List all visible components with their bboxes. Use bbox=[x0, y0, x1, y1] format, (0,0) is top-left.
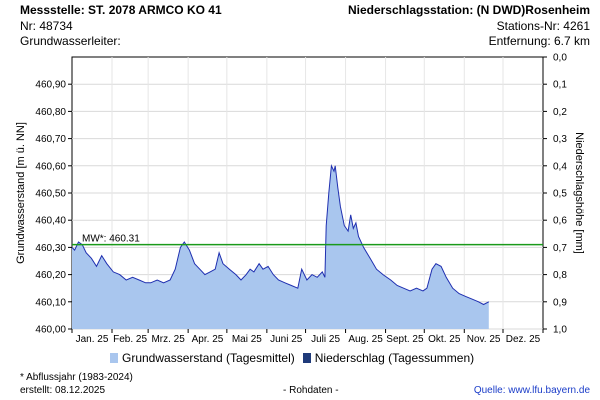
aquifer-label: Grundwasserleiter: bbox=[20, 34, 121, 48]
x-tick-label: Feb. 25 bbox=[113, 334, 147, 345]
x-tick-label: Aug. 25 bbox=[348, 334, 383, 345]
axis-layer: 460,00 460,10 460,20 460,30 460,40 460,50 460,… bbox=[35, 53, 567, 346]
y2-tick-label: 0,2 bbox=[553, 107, 567, 118]
y2-tick-label: 0,5 bbox=[553, 189, 567, 200]
y-tick-label: 460,10 bbox=[35, 297, 66, 308]
x-tick-label: Mrz. 25 bbox=[151, 334, 185, 345]
x-tick-label: Juni 25 bbox=[270, 334, 303, 345]
y-tick-label: 460,70 bbox=[35, 134, 66, 145]
precip-swatch-icon bbox=[302, 353, 311, 363]
y2-tick-label: 0,9 bbox=[553, 297, 567, 308]
x-tick-label: Okt. 25 bbox=[428, 334, 461, 345]
y2-tick-label: 1,0 bbox=[553, 325, 567, 336]
y2-tick-label: 0,7 bbox=[553, 243, 567, 254]
y-tick-label: 460,50 bbox=[35, 189, 66, 200]
precip-station-distance: Entfernung: 6.7 km bbox=[488, 34, 590, 48]
legend-precip-label: Niederschlag (Tagessummen) bbox=[314, 351, 475, 365]
x-tick-label: Jan. 25 bbox=[76, 334, 109, 345]
x-tick-label: Juli 25 bbox=[311, 334, 340, 345]
y2-tick-label: 0,0 bbox=[553, 53, 567, 64]
created-date: erstellt: 08.12.2025 bbox=[20, 385, 106, 396]
station-title: Messstelle: ST. 2078 ARMCO KO 41 bbox=[20, 3, 222, 17]
legend-groundwater-label: Grundwasserstand (Tagesmittel) bbox=[122, 351, 295, 365]
y-axis-title: Grundwasserstand [m ü. NN] bbox=[15, 122, 27, 264]
station-number: Nr: 48734 bbox=[20, 19, 73, 33]
source-text[interactable]: Quelle: www.lfu.bayern.de bbox=[473, 385, 590, 396]
y2-tick-label: 0,3 bbox=[553, 134, 567, 145]
abfluss-note: * Abflussjahr (1983-2024) bbox=[20, 372, 133, 383]
precip-station-title: Niederschlagsstation: (N DWD)Rosenheim bbox=[347, 3, 590, 17]
y-tick-label: 460,40 bbox=[35, 216, 66, 227]
x-tick-label: Nov. 25 bbox=[467, 334, 501, 345]
y2-tick-label: 0,1 bbox=[553, 80, 567, 91]
y-tick-label: 460,00 bbox=[35, 325, 66, 336]
groundwater-swatch-icon bbox=[110, 353, 118, 363]
x-tick-label: Dez. 25 bbox=[506, 334, 541, 345]
y-tick-label: 460,80 bbox=[35, 107, 66, 118]
x-tick-label: Apr. 25 bbox=[192, 334, 224, 345]
y2-tick-label: 0,4 bbox=[553, 161, 567, 172]
y2-tick-label: 0,6 bbox=[553, 216, 567, 227]
y2-axis-title: Niederschlagshöhe [mm] bbox=[573, 132, 585, 254]
y-tick-label: 460,90 bbox=[35, 80, 66, 91]
precip-station-number: Stations-Nr: 4261 bbox=[496, 19, 590, 33]
y2-tick-label: 0,8 bbox=[553, 270, 567, 281]
y-tick-label: 460,30 bbox=[35, 243, 66, 254]
mean-label: MW*: 460.31 bbox=[82, 234, 140, 245]
y-tick-label: 460,20 bbox=[35, 270, 66, 281]
legend-item-precip: Niederschlag (Tagessummen) bbox=[302, 351, 475, 365]
source-link[interactable]: Quelle: www.lfu.bayern.de bbox=[474, 385, 590, 396]
legend: Grundwasserstand (Tagesmittel) Niedersch… bbox=[110, 351, 482, 365]
x-tick-label: Sept. 25 bbox=[386, 334, 424, 345]
x-tick-label: Mai 25 bbox=[232, 334, 262, 345]
y-tick-label: 460,60 bbox=[35, 161, 66, 172]
rohdaten-label: - Rohdaten - bbox=[283, 385, 339, 396]
groundwater-line bbox=[71, 163, 490, 306]
groundwater-area bbox=[72, 165, 489, 329]
legend-item-groundwater: Grundwasserstand (Tagesmittel) bbox=[110, 351, 295, 365]
